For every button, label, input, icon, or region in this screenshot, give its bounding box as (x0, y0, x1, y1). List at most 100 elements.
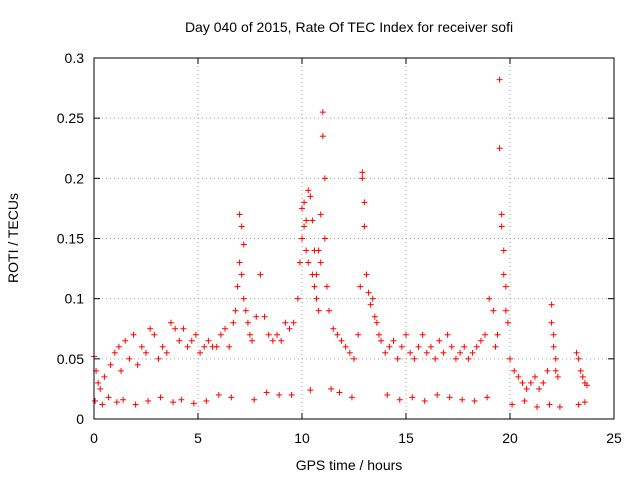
data-point (307, 193, 314, 200)
data-point (473, 343, 480, 350)
data-point (190, 400, 197, 407)
data-point (367, 301, 374, 308)
data-point (257, 271, 264, 278)
data-point (498, 223, 505, 230)
data-point (446, 394, 453, 401)
data-point (217, 331, 224, 338)
data-point (577, 367, 584, 374)
data-point (230, 319, 237, 326)
data-point (163, 349, 170, 356)
data-point (459, 396, 466, 403)
data-point (247, 331, 253, 338)
data-point (434, 391, 441, 398)
data-point (303, 217, 310, 224)
data-point (357, 283, 364, 290)
data-point (351, 355, 357, 362)
data-point (115, 343, 122, 350)
data-point (192, 331, 199, 338)
data-point (143, 349, 149, 356)
data-point (203, 397, 210, 404)
x-tick-label: 20 (502, 430, 518, 446)
data-point (496, 76, 503, 83)
data-point (427, 343, 434, 350)
data-point (321, 175, 328, 182)
data-point (359, 175, 366, 182)
data-point (452, 355, 459, 362)
y-tick-label: 0.3 (65, 50, 85, 66)
data-point (330, 325, 337, 332)
data-point (546, 401, 553, 408)
data-point (502, 283, 509, 290)
data-point (269, 337, 276, 344)
x-tick-label: 5 (194, 430, 202, 446)
data-point (278, 337, 285, 344)
data-point (326, 307, 333, 314)
axis-ticks: 0 5 10 15 20 25 0 0.05 0.1 0.15 0.2 0.25 0.3 (57, 50, 622, 446)
data-point (511, 367, 518, 374)
data-point (319, 133, 326, 140)
data-point (482, 331, 489, 338)
data-point (311, 283, 318, 290)
data-point (403, 331, 409, 338)
data-point (461, 343, 468, 350)
data-point (498, 211, 505, 218)
data-point (342, 343, 349, 350)
data-point (172, 325, 179, 332)
data-point (496, 145, 503, 152)
data-point (359, 169, 366, 176)
data-point (448, 343, 455, 350)
data-point (575, 401, 582, 408)
data-point (226, 343, 233, 350)
data-point (373, 319, 380, 326)
data-point (205, 337, 212, 344)
data-point (382, 349, 389, 356)
data-point (423, 349, 430, 356)
data-point (301, 199, 308, 206)
data-point (299, 205, 305, 212)
data-point (261, 313, 268, 320)
data-point (361, 223, 368, 230)
data-point (286, 325, 293, 332)
data-points (91, 76, 590, 410)
data-point (180, 325, 187, 332)
data-point (126, 355, 133, 362)
data-point (554, 373, 561, 380)
data-point (170, 399, 177, 406)
data-point (500, 247, 507, 254)
data-point (118, 367, 125, 374)
data-point (251, 396, 258, 403)
data-point (184, 343, 191, 350)
data-point (130, 331, 137, 338)
data-point (101, 373, 108, 380)
y-tick-label: 0.2 (65, 170, 85, 186)
y-tick-label: 0 (76, 411, 84, 427)
data-point (407, 349, 414, 356)
data-point (236, 211, 243, 218)
data-point (440, 349, 447, 356)
data-point (99, 401, 106, 408)
data-point (515, 373, 522, 380)
data-point (213, 343, 220, 350)
y-tick-label: 0.1 (65, 291, 85, 307)
data-point (236, 259, 243, 266)
data-point (550, 331, 557, 338)
data-point (215, 391, 222, 398)
grid-lines (94, 58, 614, 419)
data-point (371, 313, 378, 320)
data-point (411, 355, 418, 362)
data-point (507, 355, 513, 362)
data-point (288, 391, 295, 398)
data-point (490, 307, 497, 314)
data-point (313, 295, 320, 302)
data-point (486, 295, 493, 302)
data-point (519, 379, 526, 386)
data-point (548, 301, 555, 308)
y-axis-label: ROTI / TECUs (5, 193, 21, 283)
data-point (249, 337, 256, 344)
data-point (151, 331, 158, 338)
data-point (386, 343, 393, 350)
data-point (309, 217, 316, 224)
data-point (477, 337, 484, 344)
data-point (556, 403, 563, 410)
data-point (540, 379, 547, 386)
